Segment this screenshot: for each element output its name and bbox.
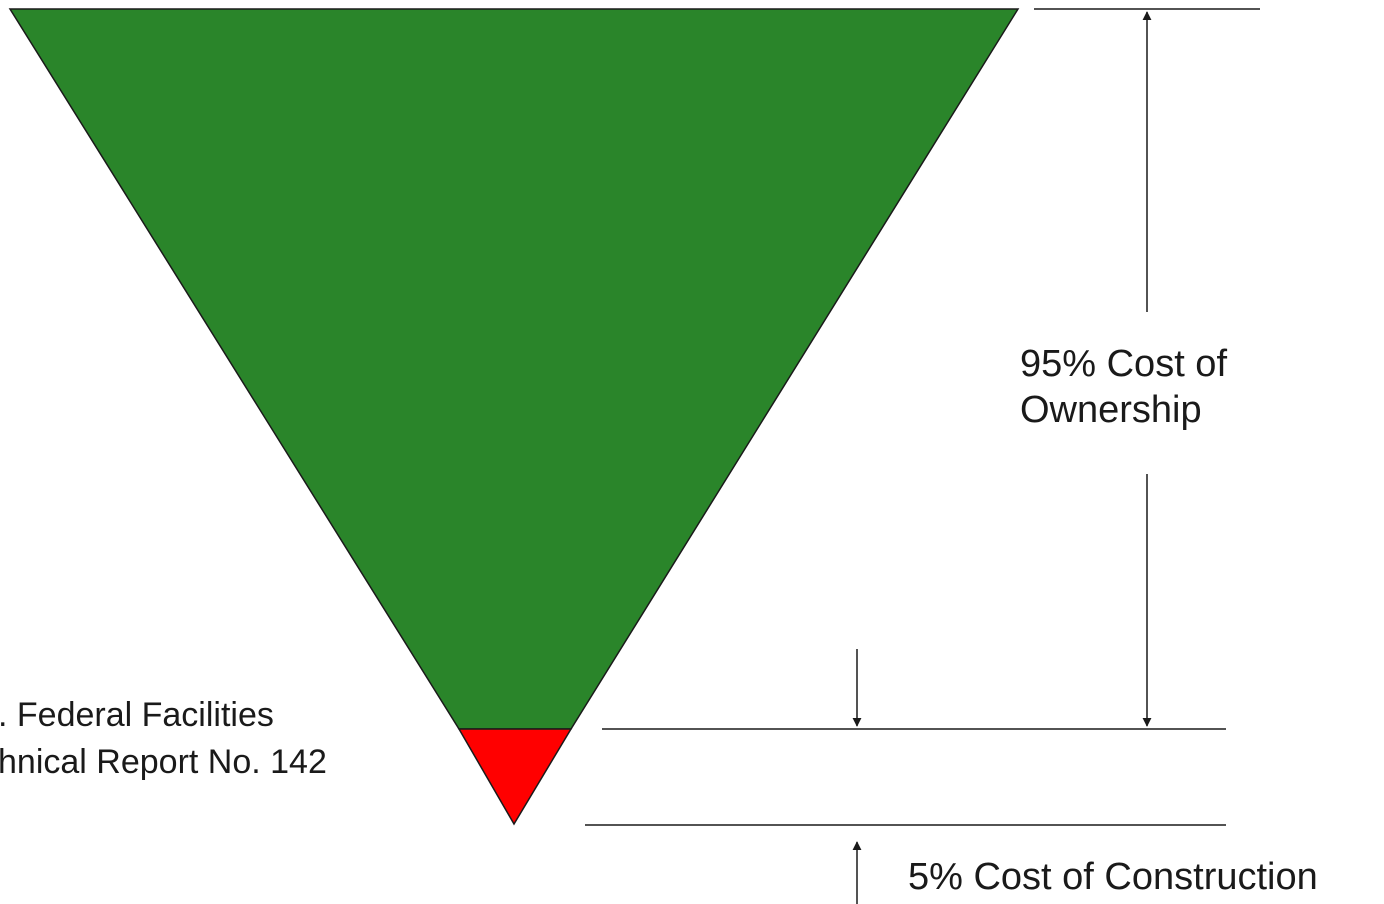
ownership-region [8, 8, 1020, 730]
construction-region [457, 728, 573, 826]
source-citation-line-2: hnical Report No. 142 [0, 742, 327, 781]
source-citation: . Federal Facilities hnical Report No. 1… [0, 695, 327, 783]
source-citation-line-1: . Federal Facilities [0, 696, 274, 734]
ownership-label: 95% Cost of Ownership [1020, 342, 1227, 433]
ownership-label-line-2: Ownership [1020, 388, 1202, 431]
construction-label: 5% Cost of Construction [908, 856, 1318, 898]
ownership-label-line-1: 95% Cost of [1020, 343, 1227, 385]
